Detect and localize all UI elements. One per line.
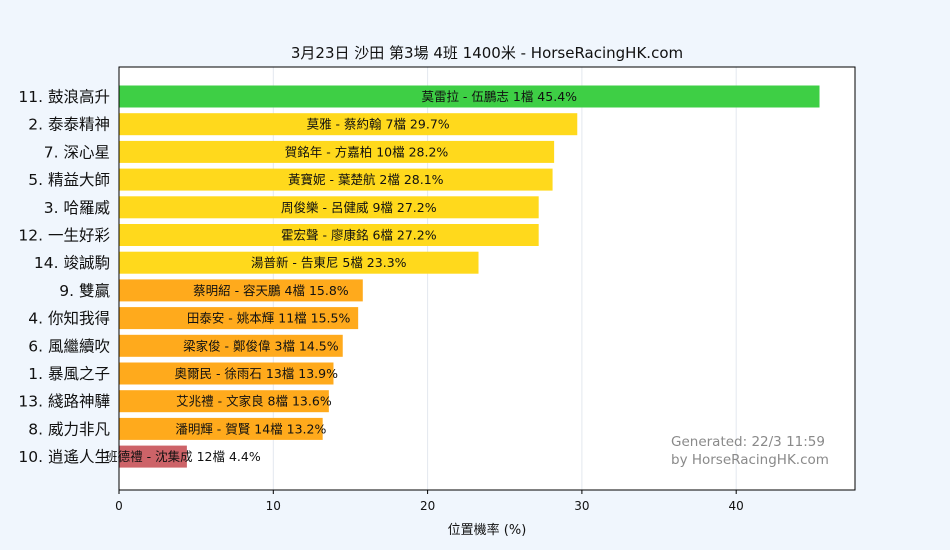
bar-labels-group: 莫雷拉 - 伍鵬志 1檔 45.4% 莫雅 - 蔡約翰 7檔 29.7% 賀銘年 -…: [105, 89, 577, 464]
bar-value-label: 賀銘年 - 方嘉柏 10檔 28.2%: [285, 144, 449, 159]
bar: [119, 279, 363, 302]
source-annotation: by HorseRacingHK.com: [671, 452, 829, 468]
category-label: 3. 哈羅威: [44, 199, 110, 217]
bar-value-label: 莫雅 - 蔡約翰 7檔 29.7%: [307, 117, 450, 132]
bar: [119, 140, 555, 163]
bar: [119, 334, 343, 357]
category-label: 7. 深心星: [44, 143, 110, 161]
bar-value-label: 潘明輝 - 賀賢 14檔 13.2%: [175, 421, 326, 436]
category-label: 1. 暴風之子: [28, 365, 110, 383]
bar: [119, 196, 539, 219]
chart-title: 3月23日 沙田 第3場 4班 1400米 - HorseRacingHK.co…: [291, 44, 683, 62]
bar: [119, 113, 578, 136]
x-tick-label: 40: [729, 499, 744, 513]
category-label: 8. 威力非凡: [28, 420, 110, 438]
x-axis-label: 位置機率 (%): [448, 522, 527, 538]
bar-value-label: 湯普新 - 告東尼 5檔 23.3%: [251, 255, 407, 270]
bar-value-label: 霍宏聲 - 廖康銘 6檔 27.2%: [281, 228, 437, 243]
bar-value-label: 田泰安 - 姚本輝 11檔 15.5%: [187, 311, 351, 326]
bar-value-label: 周俊樂 - 呂健威 9檔 27.2%: [281, 200, 437, 215]
category-label: 9. 雙贏: [59, 282, 110, 300]
bars-group: [119, 85, 820, 468]
bar-value-label: 蔡明紹 - 容天鵬 4檔 15.8%: [193, 283, 349, 298]
x-tick-label: 0: [115, 499, 123, 513]
category-label: 6. 風繼續吹: [28, 337, 110, 355]
category-label: 10. 逍遙人生: [18, 448, 110, 466]
category-label: 2. 泰泰精神: [28, 116, 110, 134]
generated-annotation: Generated: 22/3 11:59: [671, 434, 825, 450]
bar-value-label: 班德禮 - 沈集成 12檔 4.4%: [105, 449, 261, 464]
bar-value-label: 莫雷拉 - 伍鵬志 1檔 45.4%: [421, 89, 577, 104]
bar: [119, 445, 187, 468]
category-label: 5. 精益大師: [28, 171, 110, 189]
x-tick-label: 10: [266, 499, 281, 513]
category-label: 14. 竣誠駒: [34, 254, 110, 272]
bar: [119, 224, 539, 246]
x-tick-label: 30: [574, 499, 589, 513]
bar-value-label: 艾兆禮 - 文家良 8檔 13.6%: [176, 394, 332, 409]
category-label: 13. 綫路神驊: [18, 393, 110, 411]
category-labels-group: 11. 鼓浪高升 2. 泰泰精神 7. 深心星 5. 精益大師 3. 哈羅威 12. 一生…: [18, 88, 110, 466]
bar: [119, 362, 334, 385]
bar: [119, 307, 359, 330]
bar-value-label: 黃寶妮 - 葉楚航 2檔 28.1%: [288, 172, 444, 187]
bar: [119, 85, 820, 108]
x-axis-ticks: 0 10 20 30 40: [115, 490, 744, 513]
plot-frame: [118, 66, 856, 491]
bar: [119, 168, 553, 191]
category-label: 4. 你知我得: [28, 310, 110, 328]
bar: [119, 390, 329, 413]
bar: [119, 417, 323, 440]
bar-value-label: 梁家俊 - 鄭俊偉 3檔 14.5%: [183, 338, 339, 353]
category-label: 11. 鼓浪高升: [18, 88, 110, 106]
bar-value-label: 奧爾民 - 徐雨石 13檔 13.9%: [174, 366, 338, 381]
bar: [119, 251, 479, 274]
category-label: 12. 一生好彩: [18, 227, 110, 245]
x-tick-label: 20: [420, 499, 435, 513]
